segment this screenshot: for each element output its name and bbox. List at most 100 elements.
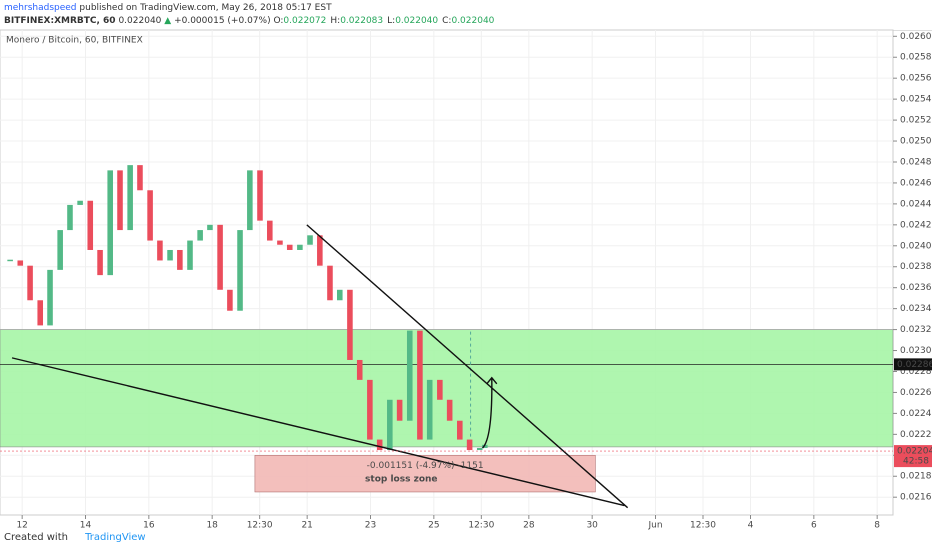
candle xyxy=(277,240,283,245)
ohlc-key: L: xyxy=(387,16,396,26)
candle xyxy=(227,289,233,311)
arrow xyxy=(482,376,498,449)
footer: Created with TradingView xyxy=(0,532,932,550)
candle xyxy=(426,379,433,440)
red-zone xyxy=(254,454,596,493)
candle xyxy=(367,379,373,440)
change: +0.000015 (+0.07%) xyxy=(174,16,271,26)
candle xyxy=(457,420,463,440)
brand[interactable]: TradingView xyxy=(85,532,146,543)
candle xyxy=(117,170,123,231)
y-tick-label: 0.022800 xyxy=(900,367,932,377)
candle xyxy=(482,444,488,448)
y-tick-label: 0.023200 xyxy=(900,325,932,335)
symbol: BITFINEX:XMRBTC, 60 xyxy=(4,16,116,26)
y-tick-label: 0.022400 xyxy=(900,409,932,419)
candle xyxy=(297,244,303,250)
candle xyxy=(356,359,363,380)
candle xyxy=(417,330,423,440)
candle xyxy=(127,165,133,231)
candle xyxy=(376,439,383,451)
candle xyxy=(97,249,103,276)
x-tick-label: 4 xyxy=(748,521,754,531)
ohlc-value: 0.022040 xyxy=(451,16,495,26)
x-tick-label: 30 xyxy=(586,521,598,531)
y-tick-label: 0.025200 xyxy=(900,116,932,126)
y-tick-label: 0.025400 xyxy=(900,95,932,105)
header-line: BITFINEX:XMRBTC, 60 0.022040 ▲ +0.000015… xyxy=(4,16,498,26)
candle xyxy=(466,439,473,451)
candle xyxy=(267,220,273,241)
y-tick-label: 0.026000 xyxy=(900,32,932,42)
x-tick-label: 25 xyxy=(428,521,439,531)
x-tick-label: 12 xyxy=(16,521,27,531)
candle xyxy=(17,260,24,266)
x-tick-label: 23 xyxy=(365,521,376,531)
candle xyxy=(406,330,413,421)
y-tick-label: 0.024200 xyxy=(900,220,932,230)
green-zone xyxy=(0,329,894,448)
measure-label: -0.001151 (-4.97%) -1151 xyxy=(367,461,484,471)
x-tick-label: 21 xyxy=(301,521,312,531)
created: Created with xyxy=(4,532,68,543)
candle xyxy=(77,200,83,205)
countdown: 42:58 xyxy=(903,457,929,467)
y-tick-label: 0.023600 xyxy=(900,283,932,293)
candle xyxy=(137,165,143,191)
candle xyxy=(197,230,203,241)
candle xyxy=(327,265,333,301)
published: published on TradingView.com, May 26, 20… xyxy=(79,3,332,13)
candle xyxy=(217,224,223,290)
candle xyxy=(347,289,353,360)
y-tick-label: 0.022600 xyxy=(900,388,932,398)
x-tick-label: 8 xyxy=(874,521,880,531)
y-tick-label: 0.024800 xyxy=(900,157,932,167)
x-tick-label: 12:30 xyxy=(468,521,494,531)
candle xyxy=(187,240,193,270)
x-tick-label: Jun xyxy=(647,521,662,531)
ohlc-key: C: xyxy=(442,16,452,26)
y-tick-label: 0.025000 xyxy=(900,137,932,147)
candle xyxy=(37,300,44,326)
candle xyxy=(237,230,243,311)
x-tick-label: 6 xyxy=(811,521,817,531)
candle xyxy=(437,379,443,400)
ohlc-key: H: xyxy=(330,16,341,26)
y-tick-label: 0.022200 xyxy=(900,430,932,440)
y-tick-label: 0.021800 xyxy=(900,472,932,482)
y-tick-label: 0.024600 xyxy=(900,178,932,188)
x-tick-label: 12:30 xyxy=(247,521,273,531)
candle xyxy=(157,240,163,261)
price-box xyxy=(894,358,932,371)
candle xyxy=(177,249,183,270)
candle xyxy=(107,170,113,276)
y-tick-label: 0.025800 xyxy=(900,53,932,63)
ohlc-key: O: xyxy=(273,16,284,26)
y-tick-label: 0.023000 xyxy=(900,346,932,356)
ohlc-value: 0.022072 xyxy=(283,16,327,26)
candle xyxy=(476,447,483,451)
candle xyxy=(336,289,343,301)
candle xyxy=(396,399,403,421)
candle xyxy=(87,200,94,250)
last-box xyxy=(894,445,932,468)
candle xyxy=(207,224,213,231)
candle xyxy=(387,399,393,451)
candle xyxy=(247,170,253,231)
candle xyxy=(317,235,323,266)
candle xyxy=(27,265,33,301)
x-tick-label: 18 xyxy=(206,521,218,531)
y-tick-label: 0.023400 xyxy=(900,304,932,314)
y-tick-label: 0.023800 xyxy=(900,262,932,272)
trendline xyxy=(11,357,625,507)
ohlc: O:0.022072 H:0.022083 L:0.022040 C:0.022040 xyxy=(273,16,498,26)
trendline xyxy=(306,224,629,509)
author[interactable]: mehrshadspeed xyxy=(4,3,77,13)
arrow: ▲ xyxy=(164,16,172,26)
candle xyxy=(307,235,313,245)
y-tick-label: 0.025600 xyxy=(900,74,932,84)
x-tick-label: 28 xyxy=(523,521,535,531)
chart: 0.0216000.0218000.0220000.0222000.022400… xyxy=(0,29,932,531)
candle xyxy=(446,399,453,421)
